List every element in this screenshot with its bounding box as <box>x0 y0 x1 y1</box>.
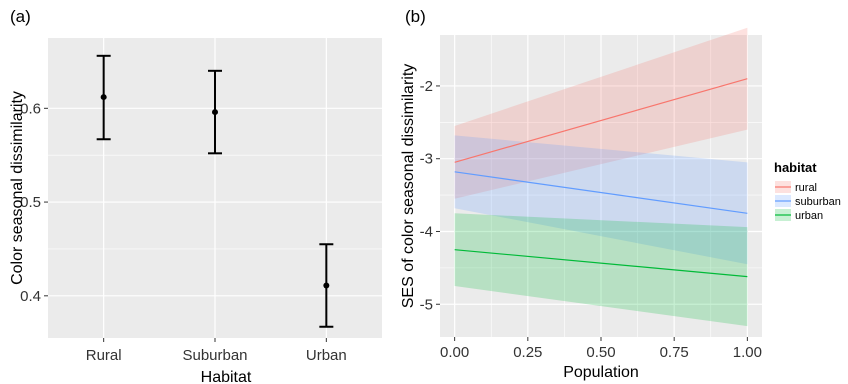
trend-line-urban <box>454 249 748 278</box>
x-tick-label: Suburban <box>182 347 247 364</box>
legend-label: rural <box>795 182 817 194</box>
panel-b-y-ticks: -5 -4 -3 -2 <box>420 78 440 313</box>
x-tick-label: 0.25 <box>513 344 542 361</box>
x-tick-label: 1.00 <box>733 344 762 361</box>
legend-keys: rural suburban urban <box>775 181 841 222</box>
errorbar-rural <box>96 54 111 141</box>
panel-b-x-ticks: 0.00 0.25 0.50 0.75 1.00 <box>440 337 762 361</box>
errorbar-suburban <box>208 69 222 155</box>
x-tick-label: 0.50 <box>586 344 615 361</box>
legend-label: suburban <box>795 196 841 208</box>
panel-a-gridlines <box>48 38 382 338</box>
ribbon-suburban <box>454 135 748 265</box>
trend-line-rural <box>454 78 748 163</box>
panel-b-gridlines <box>440 35 762 337</box>
x-tick-label: 0.00 <box>440 344 469 361</box>
panel-a-x-axis-title: Habitat <box>201 369 252 384</box>
panel-b-y-axis-title: SES of color seasonal dissimilarity <box>400 64 417 309</box>
x-tick-label: Rural <box>86 347 122 364</box>
y-tick-label: -5 <box>420 296 433 313</box>
panel-b: (b) -5 -4 -3 -2 0.00 0.25 0.50 0.75 1.00 Popula… <box>400 7 841 381</box>
panel-a-x-ticks: Rural Suburban Urban <box>86 338 347 364</box>
legend-item-suburban: suburban <box>775 195 841 208</box>
panel-a-marks <box>96 54 334 328</box>
y-tick-label: 0.4 <box>20 288 41 305</box>
trend-line-suburban <box>454 171 748 214</box>
panel-a-y-axis-title: Color seasonal dissimilarity <box>9 91 26 285</box>
data-point-urban <box>323 282 330 289</box>
panel-b-lines <box>454 78 748 278</box>
data-point-rural <box>100 94 107 101</box>
legend-label: urban <box>795 210 823 222</box>
legend-title: habitat <box>774 160 817 175</box>
ribbon-urban <box>454 213 748 327</box>
errorbar-urban <box>319 243 334 328</box>
panel-a-y-ticks: 0.4 0.5 0.6 <box>20 100 48 305</box>
y-tick-label: 0.6 <box>20 100 41 117</box>
x-tick-label: 0.75 <box>660 344 689 361</box>
y-tick-label: -3 <box>420 151 433 168</box>
legend-item-urban: urban <box>775 209 823 222</box>
y-tick-label: 0.5 <box>20 194 41 211</box>
ribbon-rural <box>454 27 748 199</box>
data-point-suburban <box>212 109 218 116</box>
panel-b-label: (b) <box>405 7 426 26</box>
x-tick-label: Urban <box>306 347 347 364</box>
panel-a-label: (a) <box>10 7 31 26</box>
panel-a: (a) 0.4 0.5 0.6 Rural Suburban Urban Habitat… <box>9 7 382 384</box>
y-tick-label: -2 <box>420 78 433 95</box>
panel-b-x-axis-title: Population <box>563 364 639 381</box>
legend-item-rural: rural <box>775 181 817 194</box>
y-tick-label: -4 <box>420 223 433 240</box>
panel-b-legend: habitat rural suburban urban <box>774 160 841 222</box>
panel-b-ribbons <box>454 27 748 327</box>
